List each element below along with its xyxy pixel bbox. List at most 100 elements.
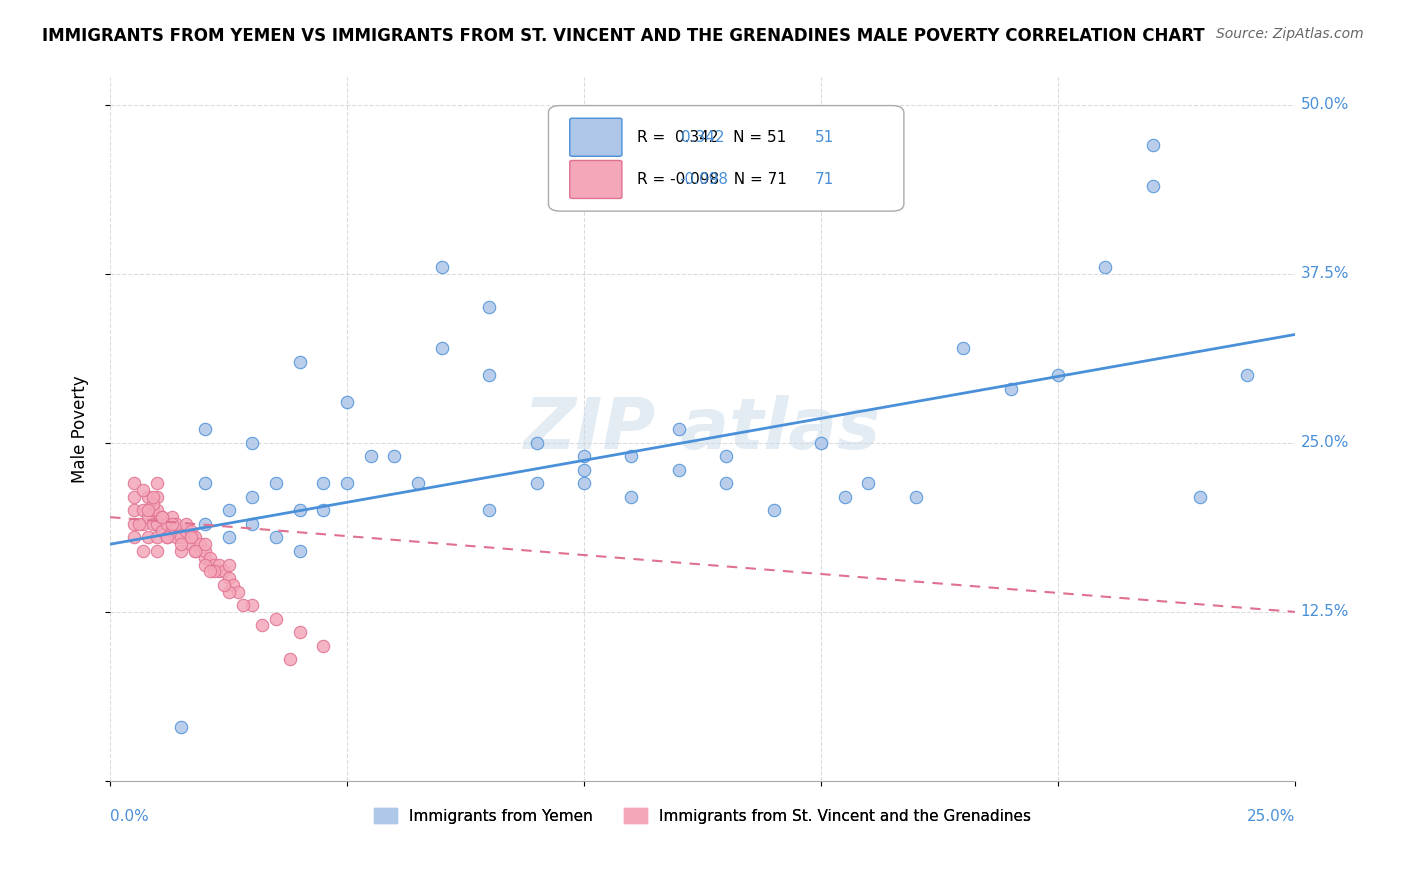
Point xyxy=(142,490,165,504)
Point xyxy=(278,652,301,666)
Text: -0.098: -0.098 xyxy=(679,172,728,187)
Point xyxy=(184,544,207,558)
Text: ZIP atlas: ZIP atlas xyxy=(524,395,882,464)
Point xyxy=(240,516,263,531)
Point xyxy=(208,558,231,572)
Point xyxy=(180,537,202,551)
Point xyxy=(208,564,231,578)
Point xyxy=(136,503,159,517)
Point xyxy=(264,476,287,491)
Point xyxy=(620,450,643,464)
Point xyxy=(165,531,187,545)
Text: 51: 51 xyxy=(815,129,834,145)
Point xyxy=(165,516,187,531)
Point xyxy=(136,490,159,504)
Point xyxy=(240,435,263,450)
Point xyxy=(620,490,643,504)
Point xyxy=(188,537,211,551)
Point xyxy=(218,584,240,599)
Point xyxy=(122,531,145,545)
Point xyxy=(1142,178,1164,193)
Point xyxy=(142,516,165,531)
Text: 71: 71 xyxy=(815,172,834,187)
Point xyxy=(180,524,202,538)
Point xyxy=(160,516,183,531)
Point xyxy=(146,531,169,545)
Point xyxy=(572,476,595,491)
Point xyxy=(430,341,453,355)
Point xyxy=(1142,138,1164,153)
Point xyxy=(122,490,145,504)
Point xyxy=(240,490,263,504)
Point xyxy=(194,516,217,531)
Point xyxy=(156,531,179,545)
Text: 12.5%: 12.5% xyxy=(1301,605,1350,619)
Point xyxy=(406,476,429,491)
Point xyxy=(904,490,927,504)
Point xyxy=(194,550,217,565)
Point xyxy=(180,531,202,545)
Point xyxy=(572,450,595,464)
Point xyxy=(572,463,595,477)
Point xyxy=(336,395,359,409)
Point xyxy=(1000,382,1022,396)
Text: 50.0%: 50.0% xyxy=(1301,97,1350,112)
Point xyxy=(170,720,193,734)
Point xyxy=(194,544,217,558)
Text: R = -0.098   N = 71: R = -0.098 N = 71 xyxy=(637,172,787,187)
Point xyxy=(194,558,217,572)
FancyBboxPatch shape xyxy=(569,161,621,198)
Point xyxy=(132,503,155,517)
Text: 0.342: 0.342 xyxy=(681,129,724,145)
Point xyxy=(194,422,217,436)
Point xyxy=(184,544,207,558)
Point xyxy=(288,354,311,368)
Point xyxy=(714,476,737,491)
Point xyxy=(714,450,737,464)
Point xyxy=(952,341,974,355)
Point xyxy=(218,558,240,572)
Point xyxy=(128,516,150,531)
Point xyxy=(1236,368,1258,383)
Text: 25.0%: 25.0% xyxy=(1301,435,1350,450)
Point xyxy=(132,516,155,531)
Text: IMMIGRANTS FROM YEMEN VS IMMIGRANTS FROM ST. VINCENT AND THE GRENADINES MALE POV: IMMIGRANTS FROM YEMEN VS IMMIGRANTS FROM… xyxy=(42,27,1205,45)
Point xyxy=(668,422,690,436)
Point xyxy=(312,476,335,491)
Point xyxy=(146,516,169,531)
Point xyxy=(478,368,501,383)
Point xyxy=(150,510,173,524)
Point xyxy=(136,510,159,524)
Point xyxy=(810,435,832,450)
Point xyxy=(198,550,221,565)
Text: 0.0%: 0.0% xyxy=(110,809,149,824)
Point xyxy=(150,510,173,524)
Text: 25.0%: 25.0% xyxy=(1247,809,1295,824)
Point xyxy=(122,516,145,531)
Point xyxy=(132,483,155,497)
Legend: Immigrants from Yemen, Immigrants from St. Vincent and the Grenadines: Immigrants from Yemen, Immigrants from S… xyxy=(368,801,1036,830)
Point xyxy=(478,503,501,517)
Point xyxy=(858,476,880,491)
Point xyxy=(156,516,179,531)
Point xyxy=(312,503,335,517)
Point xyxy=(222,578,245,592)
Point xyxy=(288,625,311,640)
Point xyxy=(146,544,169,558)
Point xyxy=(218,531,240,545)
Point xyxy=(198,564,221,578)
Point xyxy=(146,476,169,491)
Point xyxy=(232,598,254,612)
Point xyxy=(146,490,169,504)
Text: R =  0.342   N = 51: R = 0.342 N = 51 xyxy=(637,129,786,145)
Point xyxy=(142,497,165,511)
Point xyxy=(136,531,159,545)
Point xyxy=(668,463,690,477)
FancyBboxPatch shape xyxy=(569,119,621,156)
Point xyxy=(526,435,548,450)
Text: Source: ZipAtlas.com: Source: ZipAtlas.com xyxy=(1216,27,1364,41)
Point xyxy=(288,544,311,558)
Point xyxy=(202,558,225,572)
Point xyxy=(312,639,335,653)
Point xyxy=(240,598,263,612)
